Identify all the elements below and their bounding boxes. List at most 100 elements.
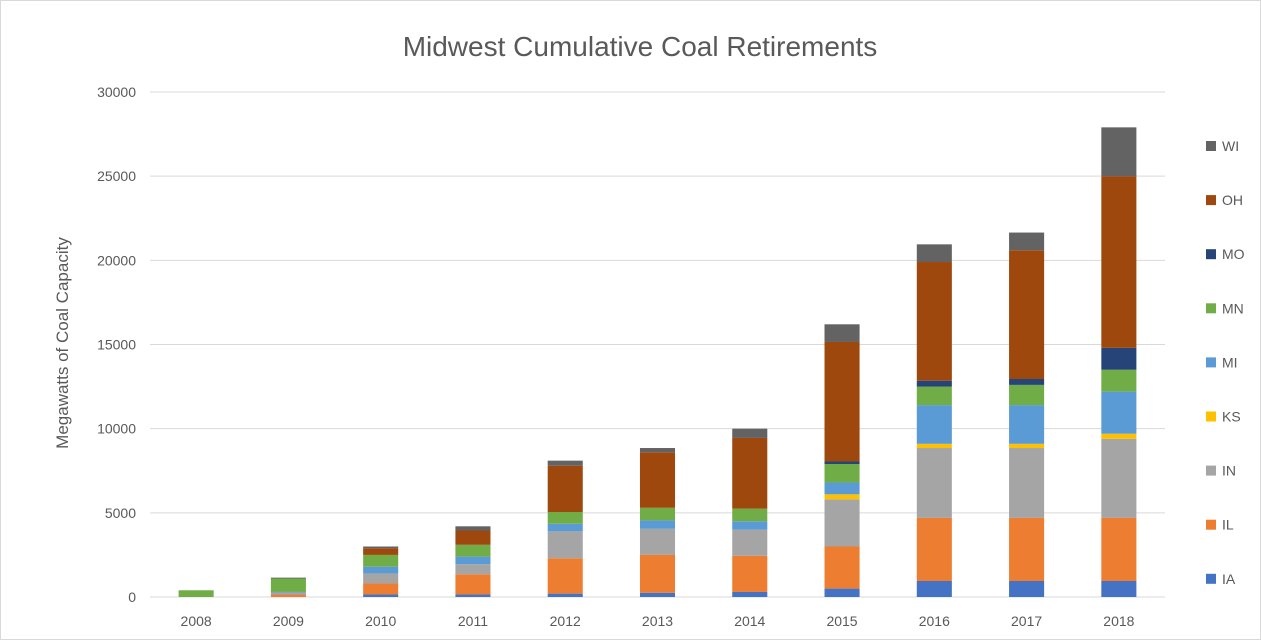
legend-label-wi: WI <box>1222 138 1239 154</box>
bar-wi-2017 <box>1009 232 1045 251</box>
x-tick-label: 2011 <box>458 613 488 629</box>
bar-mn-2013 <box>639 507 676 521</box>
bar-oh-2014 <box>732 437 768 509</box>
bar-oh-2016 <box>916 262 952 381</box>
bar-wi-2018 <box>1101 127 1137 177</box>
bar-ks-2017 <box>1009 443 1045 449</box>
bar-oh-2012 <box>547 465 583 512</box>
bar-in-2011 <box>455 564 491 575</box>
bar-mo-2015 <box>824 461 860 465</box>
legend-swatch-mn <box>1206 303 1216 314</box>
bar-wi-2013 <box>639 448 676 453</box>
bar-il-2015 <box>824 546 860 589</box>
bar-mn-2010 <box>363 554 399 567</box>
legend-label-mn: MN <box>1222 300 1244 316</box>
bar-mn-2008 <box>178 590 214 597</box>
bar-ia-2018 <box>1101 581 1137 597</box>
x-tick-label: 2015 <box>826 613 857 629</box>
bar-mi-2012 <box>547 523 583 532</box>
bar-ia-2016 <box>916 581 952 597</box>
x-tick-label: 2016 <box>919 613 950 629</box>
chart-title: Midwest Cumulative Coal Retirements <box>403 31 878 62</box>
bar-in-2010 <box>363 573 399 584</box>
bar-ia-2011 <box>455 594 491 597</box>
bar-il-2018 <box>1101 517 1137 582</box>
legend-swatch-in <box>1206 465 1216 476</box>
y-tick-label: 15000 <box>97 337 136 353</box>
bar-il-2014 <box>732 555 768 592</box>
gridlines <box>150 91 1165 598</box>
legend-label-mo: MO <box>1222 246 1245 262</box>
bar-mn-2011 <box>455 544 491 557</box>
x-tick-label: 2014 <box>734 613 765 629</box>
bar-il-2012 <box>547 558 583 594</box>
bar-in-2016 <box>916 448 952 518</box>
bar-ks-2018 <box>1101 433 1137 439</box>
bar-mo-2017 <box>1009 379 1045 385</box>
bar-oh-2017 <box>1009 250 1045 380</box>
bar-mi-2010 <box>363 566 399 574</box>
x-axis-ticks: 2008 2009 2010 2011 2012 2013 2014 2015 2016 2017… <box>181 613 1135 629</box>
legend-label-in: IN <box>1222 463 1236 479</box>
bars <box>178 127 1137 597</box>
bar-oh-2010 <box>363 548 399 555</box>
bar-oh-2015 <box>824 341 860 462</box>
bar-mn-2017 <box>1009 384 1045 406</box>
bar-ia-2013 <box>639 592 676 597</box>
y-tick-label: 10000 <box>97 421 136 437</box>
legend-swatch-oh <box>1206 195 1216 206</box>
bar-mi-2015 <box>824 482 860 495</box>
bar-in-2015 <box>824 499 860 547</box>
bar-mo-2018 <box>1101 347 1137 370</box>
bar-ia-2017 <box>1009 581 1045 597</box>
bar-wi-2010 <box>363 546 399 549</box>
bar-ia-2014 <box>732 591 768 597</box>
bar-mn-2018 <box>1101 369 1137 392</box>
bar-mi-2011 <box>455 556 491 565</box>
bar-oh-2011 <box>455 530 491 545</box>
x-tick-label: 2017 <box>1011 613 1042 629</box>
y-tick-label: 0 <box>128 589 136 605</box>
bar-il-2010 <box>363 583 399 595</box>
y-tick-label: 25000 <box>97 168 136 184</box>
bar-mi-2017 <box>1009 405 1045 444</box>
legend-label-mi: MI <box>1222 354 1238 370</box>
y-axis-ticks: 0 5000 10000 15000 20000 25000 30000 <box>97 84 136 605</box>
bar-mn-2016 <box>916 386 952 406</box>
bar-mn-2012 <box>547 511 583 524</box>
legend-label-ia: IA <box>1222 571 1236 587</box>
bar-in-2014 <box>732 529 768 556</box>
y-tick-label: 20000 <box>97 252 136 268</box>
x-tick-label: 2013 <box>642 613 673 629</box>
x-tick-label: 2010 <box>365 613 396 629</box>
bar-wi-2012 <box>547 460 583 466</box>
bar-il-2009 <box>270 594 306 597</box>
bar-ia-2010 <box>363 594 399 597</box>
bar-in-2012 <box>547 531 583 559</box>
bar-ks-2015 <box>824 494 860 500</box>
legend-swatch-ia <box>1206 573 1216 584</box>
bar-il-2016 <box>916 517 952 582</box>
bar-mn-2015 <box>824 464 860 483</box>
legend-label-oh: OH <box>1222 192 1243 208</box>
y-axis-label: Megawatts of Coal Capacity <box>53 237 72 449</box>
bar-mi-2009 <box>270 591 306 593</box>
bar-ia-2015 <box>824 588 860 597</box>
bar-il-2013 <box>639 554 676 593</box>
bar-in-2009 <box>270 592 306 595</box>
y-tick-label: 30000 <box>97 84 136 100</box>
bar-il-2011 <box>455 574 491 595</box>
legend-swatch-ks <box>1206 411 1216 422</box>
bar-mn-2014 <box>732 508 768 522</box>
bar-wi-2014 <box>732 428 768 438</box>
bar-wi-2009 <box>270 577 306 579</box>
bar-in-2013 <box>639 528 676 555</box>
y-tick-label: 5000 <box>105 505 136 521</box>
bar-ia-2012 <box>547 593 583 597</box>
bar-wi-2015 <box>824 324 860 342</box>
bar-mi-2013 <box>639 520 676 529</box>
bar-mn-2009 <box>270 578 306 592</box>
bar-il-2017 <box>1009 517 1045 582</box>
